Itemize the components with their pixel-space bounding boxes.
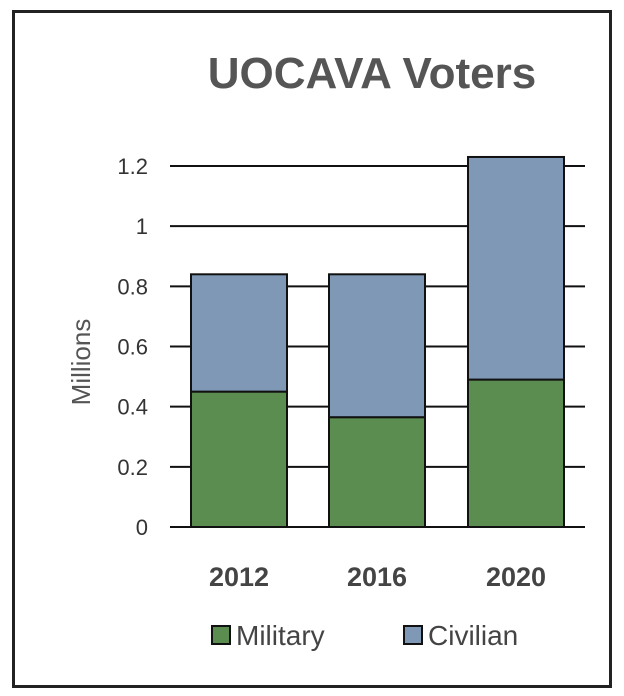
bars: [190, 155, 565, 529]
bar-civilian-2020: [467, 155, 565, 381]
bar-military-2016: [328, 416, 426, 528]
y-tick-label: 1: [136, 214, 148, 239]
legend: Military Civilian: [211, 620, 518, 651]
bar-civilian-2012: [190, 273, 288, 393]
x-axis-categories: 2012 2016 2020: [209, 562, 546, 592]
bar-military-2012: [190, 390, 288, 528]
chart-title: UOCAVA Voters: [208, 49, 536, 98]
legend-swatch-civilian: [403, 625, 423, 645]
bar-civilian-2016: [328, 273, 426, 419]
legend-swatch-military: [211, 625, 231, 645]
x-category-label: 2016: [347, 562, 407, 592]
legend-label-military: Military: [236, 620, 325, 651]
y-tick-label: 0.6: [117, 335, 148, 360]
y-tick-label: 0.4: [117, 395, 148, 420]
x-category-label: 2020: [486, 562, 546, 592]
y-axis-label: Millions: [66, 319, 96, 406]
x-category-label: 2012: [209, 562, 269, 592]
legend-label-civilian: Civilian: [428, 620, 518, 651]
y-tick-label: 0.2: [117, 455, 148, 480]
y-axis-ticks: 0 0.2 0.4 0.6 0.8 1 1.2: [117, 154, 148, 540]
y-tick-label: 1.2: [117, 154, 148, 179]
bar-military-2020: [467, 378, 565, 529]
y-tick-label: 0: [136, 515, 148, 540]
y-tick-label: 0.8: [117, 274, 148, 299]
